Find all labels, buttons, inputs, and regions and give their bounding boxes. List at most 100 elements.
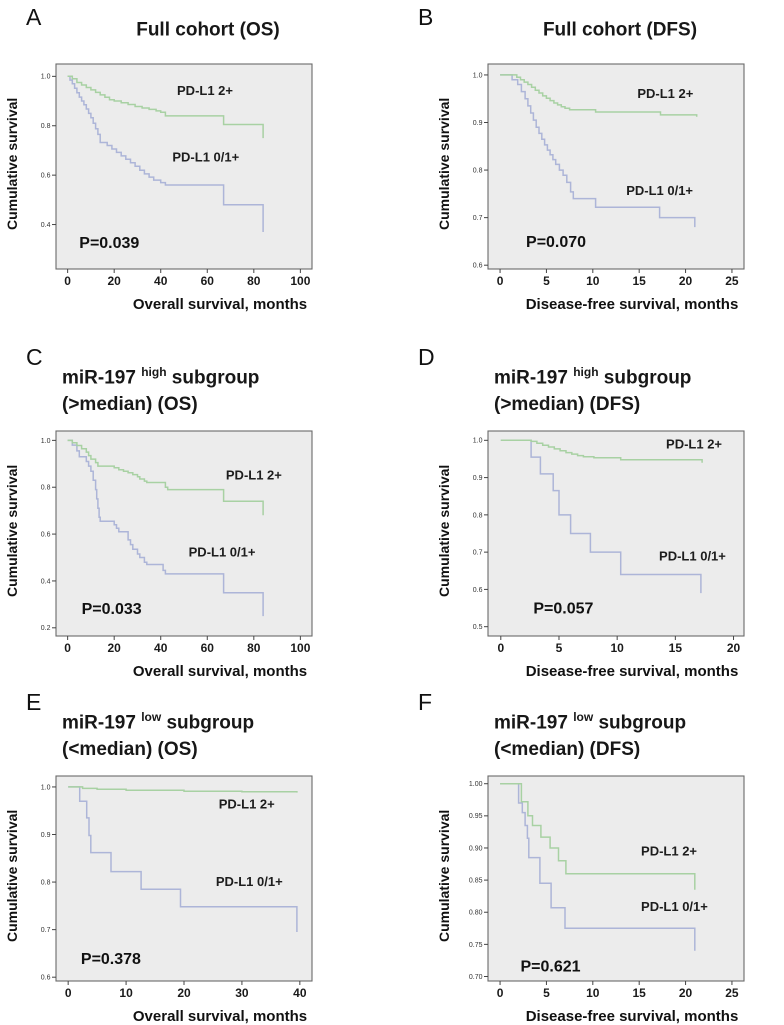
x-tick-label: 20 [108, 274, 122, 288]
x-tick-label: 100 [290, 641, 310, 655]
panel-letter-a: A [26, 4, 42, 30]
panel-letter-c: C [26, 344, 43, 370]
y-tick-label: 0.8 [41, 485, 51, 492]
y-tick-label: 0.85 [469, 878, 483, 885]
y-tick-label: 0.4 [41, 222, 51, 229]
curve-pd-l1-2- [68, 786, 298, 793]
x-axis-label: Disease-free survival, months [525, 663, 739, 680]
x-tick-label: 0 [497, 986, 504, 1000]
plot-area [55, 63, 313, 270]
x-tick-label: 0 [64, 274, 71, 288]
curve-pd-l1-2- [500, 74, 698, 117]
title-text-cont: subgroup [161, 712, 255, 734]
y-axis-label: Cumulative survival [4, 464, 20, 597]
y-tick-label: 1.0 [41, 438, 51, 445]
panel-title-c: miR-197 high subgroup (>median) (OS) [62, 364, 392, 419]
title-text-cont: subgroup [166, 367, 260, 389]
x-tick-label: 80 [247, 274, 261, 288]
y-axis-label: Cumulative survival [436, 809, 452, 942]
y-axis-label: Cumulative survival [4, 97, 20, 230]
y-tick-label: 0.2 [41, 625, 51, 632]
series-label: PD-L1 2+ [226, 468, 282, 483]
panel-title-e: miR-197 low subgroup (<median) (OS) [62, 709, 392, 764]
p-value: P=0.057 [533, 601, 593, 618]
x-tick-label: 15 [669, 641, 683, 655]
panel-c: C miR-197 high subgroup (>median) (OS) Cu… [0, 340, 392, 685]
x-axis-label: Overall survival, months [132, 663, 308, 680]
x-tick-label: 20 [679, 274, 693, 288]
p-value: P=0.070 [526, 234, 586, 251]
x-tick-label: 10 [610, 641, 624, 655]
y-tick-label: 0.9 [41, 832, 51, 839]
title-text: miR-197 [62, 367, 142, 389]
curve-pd-l1-0-1- [500, 439, 702, 594]
title-text: Full cohort (DFS) [542, 19, 698, 41]
y-tick-label: 0.8 [41, 123, 51, 130]
x-axis-label: Overall survival, months [132, 1008, 308, 1025]
title-text: miR-197 [494, 712, 574, 734]
series-label: PD-L1 2+ [666, 437, 722, 452]
chart-area-a: Cumulative survival 1.0 0.8 0.6 0.4 0 20 40 60 8… [2, 58, 392, 298]
x-tick-label: 25 [725, 986, 739, 1000]
curve-pd-l1-0-1- [67, 75, 264, 232]
y-tick-label: 1.0 [473, 72, 483, 79]
curve-pd-l1-2- [500, 782, 696, 890]
curve-pd-l1-0-1- [500, 782, 696, 951]
title-text: miR-197 [494, 367, 574, 389]
y-tick-label: 1.00 [469, 781, 483, 788]
x-tick-label: 20 [177, 986, 191, 1000]
panel-b: B Full cohort (DFS) Cumulative survival … [392, 0, 784, 340]
x-tick-label: 0 [64, 641, 71, 655]
x-tick-label: 30 [235, 986, 249, 1000]
y-tick-label: 0.70 [469, 974, 483, 981]
plot-area [487, 430, 745, 637]
series-label: PD-L1 0/1+ [172, 150, 239, 165]
series-label: PD-L1 2+ [219, 796, 275, 811]
title-line2: (<median) (OS) [62, 738, 198, 760]
title-superscript: high [573, 365, 599, 379]
y-tick-label: 0.8 [473, 167, 483, 174]
km-plot-mir197-high-os: 1.0 0.8 0.6 0.4 0.2 0 20 40 60 80 100 PD-L1 0/1+ PD-… [41, 430, 313, 655]
title-superscript: low [573, 710, 594, 724]
title-superscript: low [141, 710, 162, 724]
y-tick-label: 1.0 [473, 438, 483, 445]
p-value: P=0.033 [82, 601, 142, 618]
x-tick-label: 15 [633, 986, 647, 1000]
x-tick-label: 10 [119, 986, 133, 1000]
x-tick-label: 5 [543, 274, 550, 288]
y-axis-label: Cumulative survival [436, 464, 452, 597]
x-tick-label: 80 [247, 641, 261, 655]
chart-area-e: Cumulative survival 1.0 0.9 0.8 0.7 0.6 0 10 20… [2, 770, 392, 1010]
y-tick-label: 0.90 [469, 845, 483, 852]
x-axis-label: Disease-free survival, months [525, 296, 739, 313]
x-tick-label: 100 [290, 274, 310, 288]
panel-letter-f: F [418, 689, 433, 715]
chart-area-b: Cumulative survival 1.0 0.9 0.8 0.7 0.6 0 5 10 1… [434, 58, 784, 298]
x-tick-label: 40 [154, 641, 168, 655]
x-tick-label: 20 [679, 986, 693, 1000]
curve-pd-l1-2- [67, 75, 264, 139]
x-tick-label: 5 [556, 641, 563, 655]
chart-area-d: Cumulative survival 1.0 0.9 0.8 0.7 0.6 0.5 0 5… [434, 425, 784, 665]
y-tick-label: 0.80 [469, 910, 483, 917]
series-label: PD-L1 0/1+ [626, 183, 693, 198]
y-tick-label: 0.7 [473, 550, 483, 557]
x-tick-label: 10 [586, 986, 600, 1000]
series-label: PD-L1 0/1+ [659, 548, 726, 563]
curve-pd-l1-0-1- [500, 74, 696, 228]
km-plot-mir197-low-os: 1.0 0.9 0.8 0.7 0.6 0 10 20 30 40 PD-L1 0/1+ PD-L1 … [41, 775, 313, 1000]
panel-title-d: miR-197 high subgroup (>median) (DFS) [494, 364, 784, 419]
x-tick-label: 40 [154, 274, 168, 288]
x-tick-label: 0 [497, 274, 504, 288]
y-tick-label: 0.9 [473, 475, 483, 482]
series-label: PD-L1 2+ [641, 844, 697, 859]
p-value: P=0.378 [81, 951, 141, 968]
panel-title-f: miR-197 low subgroup (<median) (DFS) [494, 709, 784, 764]
y-tick-label: 1.0 [41, 74, 51, 81]
plot-area [55, 430, 313, 637]
title-text: miR-197 [62, 712, 142, 734]
title-superscript: high [141, 365, 167, 379]
p-value: P=0.621 [520, 958, 580, 975]
y-tick-label: 1.0 [41, 784, 51, 791]
panel-letter-b: B [418, 4, 434, 30]
